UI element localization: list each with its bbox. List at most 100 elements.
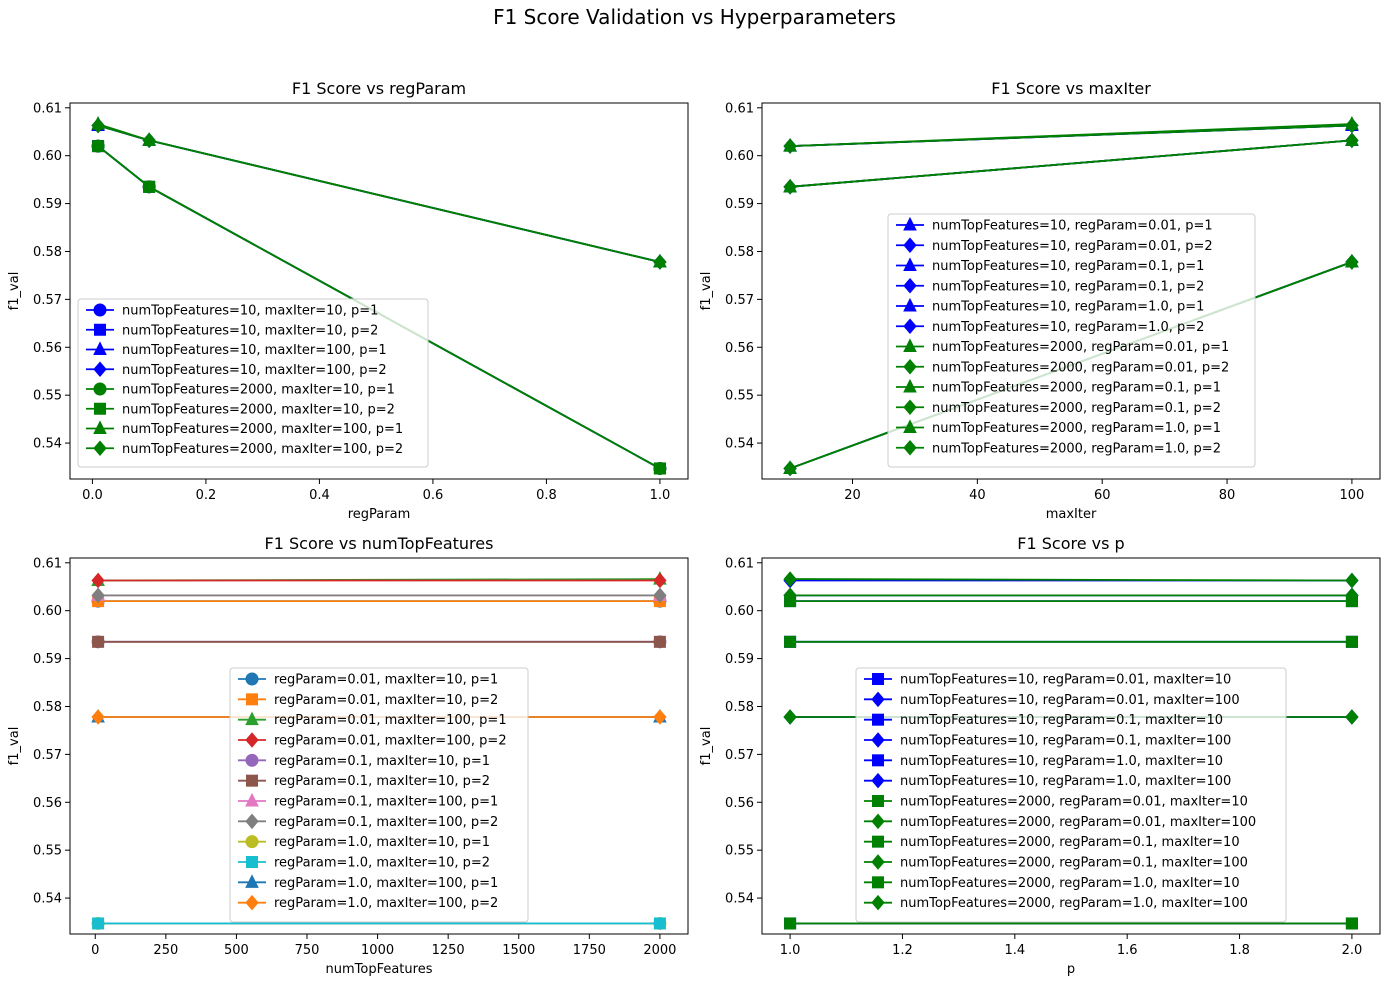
y-tick-label: 0.56 <box>725 796 754 811</box>
legend-box <box>229 667 529 923</box>
legend-marker <box>246 774 258 787</box>
legend-label: numTopFeatures=2000, regParam=1.0, p=1 <box>932 421 1221 436</box>
subplot-numtopfeatures: F1 Score vs numTopFeatures 0 250 500 750 1000… <box>7 534 689 977</box>
y-axis-label: f1_val <box>7 727 22 766</box>
x-axis-label: p <box>1067 962 1075 977</box>
y-tick-label: 0.60 <box>33 149 62 164</box>
x-tick-label: 0.2 <box>196 488 217 503</box>
legend-marker <box>903 257 917 271</box>
legend-label: numTopFeatures=10, maxIter=100, p=1 <box>122 343 387 358</box>
x-tick-label: 750 <box>295 943 320 958</box>
y-tick-label: 0.59 <box>725 197 754 212</box>
legend-marker <box>245 753 259 767</box>
legend-label: regParam=1.0, maxIter=100, p=1 <box>274 876 498 891</box>
y-tick-label: 0.57 <box>33 293 62 308</box>
legend-marker <box>903 338 917 352</box>
y-tick-label: 0.58 <box>725 700 754 715</box>
axes-frame <box>761 557 1381 935</box>
x-tick-label: 0.4 <box>309 488 330 503</box>
x-tick-label: 2000 <box>643 943 676 958</box>
y-axis-label: f1_val <box>699 727 714 766</box>
x-axis-ticks: 20 40 60 80 100 <box>844 479 1364 503</box>
x-tick-label: 40 <box>969 488 986 503</box>
chart-title: F1 Score vs maxIter <box>991 79 1151 98</box>
legend-label: numTopFeatures=2000, regParam=1.0, maxIt… <box>900 896 1248 911</box>
series-line <box>790 139 1352 188</box>
legend-marker <box>871 691 885 708</box>
data-point <box>1345 917 1358 930</box>
axes-frame <box>761 102 1381 480</box>
legend-label: numTopFeatures=2000, maxIter=100, p=1 <box>122 422 403 437</box>
legend-marker <box>903 297 917 312</box>
legend-label: numTopFeatures=10, maxIter=10, p=1 <box>122 304 378 319</box>
data-point <box>783 587 797 604</box>
legend-marker <box>903 216 917 231</box>
x-tick-label: 2.0 <box>1342 943 1363 958</box>
y-tick-label: 0.58 <box>33 700 62 715</box>
legend-box <box>855 667 1287 923</box>
legend-label: numTopFeatures=2000, regParam=0.1, maxIt… <box>900 835 1240 850</box>
y-tick-label: 0.57 <box>725 293 754 308</box>
legend-label: numTopFeatures=2000, regParam=0.1, p=2 <box>932 401 1221 416</box>
y-tick-label: 0.60 <box>725 149 754 164</box>
data-point <box>1345 132 1359 149</box>
data-point <box>653 635 666 648</box>
x-tick-label: 0.8 <box>536 488 557 503</box>
legend-marker <box>93 341 107 355</box>
legend-marker <box>245 732 259 748</box>
legend-marker <box>872 673 884 685</box>
legend-label: regParam=1.0, maxIter=100, p=2 <box>274 896 498 911</box>
y-tick-label: 0.61 <box>725 101 754 116</box>
legend-marker <box>872 835 884 848</box>
x-axis-label: regParam <box>348 507 411 522</box>
legend: numTopFeatures=10, regParam=0.01, maxIte… <box>855 667 1287 923</box>
legend-marker <box>871 813 885 830</box>
x-tick-label: 1.0 <box>780 943 801 958</box>
legend-marker <box>871 732 885 748</box>
legend-marker <box>245 874 259 888</box>
x-tick-label: 1.0 <box>650 488 671 503</box>
legend-label: numTopFeatures=2000, regParam=0.01, maxI… <box>900 815 1256 830</box>
series-line <box>790 124 1352 148</box>
legend-marker <box>872 754 884 767</box>
y-axis-label: f1_val <box>699 272 714 311</box>
x-tick-label: 1250 <box>432 943 465 958</box>
data-point <box>783 138 797 154</box>
y-tick-label: 0.61 <box>33 101 62 116</box>
legend-label: numTopFeatures=10, maxIter=10, p=2 <box>122 323 378 338</box>
y-axis-ticks: 0.54 0.55 0.56 0.57 0.58 0.59 0.60 0.61 <box>33 101 70 452</box>
legend-marker <box>93 420 107 434</box>
legend-label: regParam=0.01, maxIter=100, p=1 <box>274 713 507 728</box>
plot-area <box>91 115 667 475</box>
legend-label: numTopFeatures=10, regParam=1.0, maxIter… <box>900 774 1231 789</box>
y-tick-label: 0.57 <box>725 748 754 763</box>
legend-marker <box>903 358 917 375</box>
data-point <box>783 571 797 587</box>
legend-marker <box>903 399 917 416</box>
legend-marker <box>245 711 259 726</box>
x-tick-label: 100 <box>1339 488 1364 503</box>
legend-label: numTopFeatures=10, regParam=0.1, p=1 <box>932 259 1204 274</box>
chart-title: F1 Score vs regParam <box>292 79 466 98</box>
y-tick-label: 0.61 <box>33 556 62 571</box>
data-point <box>784 635 797 648</box>
x-tick-label: 1.8 <box>1229 943 1250 958</box>
data-point <box>92 635 105 648</box>
legend-marker <box>246 693 258 706</box>
y-tick-label: 0.59 <box>33 197 62 212</box>
legend-marker <box>93 303 107 317</box>
x-tick-label: 250 <box>153 943 178 958</box>
legend-label: numTopFeatures=10, regParam=0.01, maxIte… <box>900 693 1240 708</box>
x-tick-label: 60 <box>1094 488 1111 503</box>
data-point <box>143 180 156 193</box>
data-point <box>91 709 105 725</box>
data-point <box>1345 635 1358 648</box>
x-axis-label: numTopFeatures <box>326 962 433 977</box>
legend-marker <box>93 361 107 378</box>
data-point <box>1345 254 1359 270</box>
legend-label: numTopFeatures=2000, regParam=1.0, p=2 <box>932 441 1221 456</box>
data-point <box>653 462 666 475</box>
legend-label: numTopFeatures=2000, regParam=0.01, p=2 <box>932 360 1229 375</box>
data-point <box>784 917 797 930</box>
